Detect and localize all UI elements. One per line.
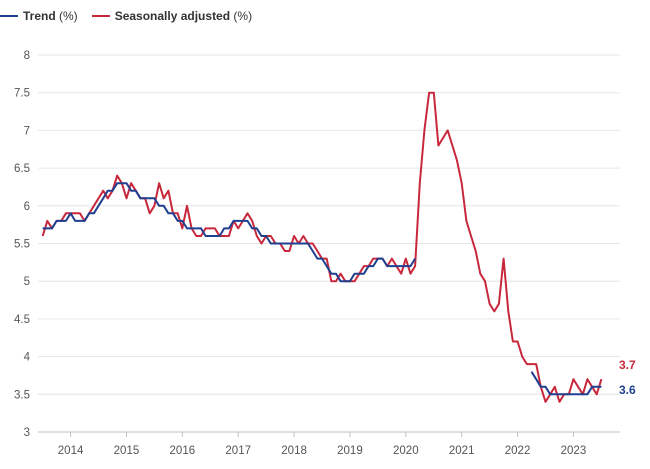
- legend-item-trend[interactable]: Trend (%): [0, 9, 78, 23]
- y-axis-tick-labels: 3 3.5 4 4.5 5 5.5 6 6.5 7 7.5 8: [14, 50, 31, 439]
- x-tick-label: 2017: [225, 445, 251, 457]
- series-line-seasonally-adjusted[interactable]: [41, 91, 603, 403]
- gridlines: [38, 54, 620, 437]
- end-value-labels: 3.6 3.7: [619, 358, 636, 397]
- x-tick-label: 2020: [393, 445, 419, 457]
- y-tick-label: 4.5: [14, 314, 30, 326]
- chart-legend: Trend (%) Seasonally adjusted (%): [0, 6, 266, 26]
- end-label-seasonally-adjusted: 3.7: [619, 358, 636, 372]
- y-tick-label: 3: [24, 427, 30, 439]
- y-tick-label: 3.5: [14, 389, 30, 401]
- end-label-trend: 3.6: [619, 383, 636, 397]
- legend-swatch-trend: [0, 15, 18, 17]
- x-tick-label: 2014: [58, 445, 84, 457]
- y-tick-label: 8: [24, 50, 30, 62]
- series-line-trend[interactable]: [530, 371, 602, 396]
- x-tick-label: 2016: [170, 445, 196, 457]
- series-line-trend[interactable]: [42, 182, 416, 283]
- series-lines: [41, 91, 603, 403]
- legend-label-seasonally-adjusted: Seasonally adjusted (%): [115, 9, 252, 23]
- legend-swatch-seasonally-adjusted: [91, 15, 110, 17]
- legend-item-seasonally-adjusted[interactable]: Seasonally adjusted (%): [91, 9, 252, 23]
- legend-unit-seasonally-adjusted: (%): [233, 9, 253, 23]
- x-tick-label: 2023: [561, 445, 587, 457]
- x-tick-label: 2018: [281, 445, 307, 457]
- x-axis-tick-labels: 2014 2015 2016 2017 2018 2019 2020 2021 2022 2023: [58, 445, 586, 457]
- y-tick-label: 7.5: [14, 88, 30, 100]
- y-tick-label: 5: [24, 276, 30, 288]
- x-tick-label: 2019: [337, 445, 363, 457]
- legend-unit-trend: (%): [59, 9, 78, 23]
- y-tick-label: 4: [24, 352, 31, 364]
- legend-label-trend: Trend (%): [23, 9, 78, 23]
- y-tick-label: 7: [24, 125, 30, 137]
- legend-name-seasonally-adjusted: Seasonally adjusted: [114, 9, 231, 23]
- y-tick-label: 5.5: [14, 239, 30, 251]
- y-tick-label: 6.5: [14, 163, 30, 175]
- x-tick-label: 2021: [449, 445, 475, 457]
- legend-name-trend: Trend: [23, 9, 56, 23]
- x-tick-label: 2015: [114, 445, 140, 457]
- y-tick-label: 6: [24, 201, 30, 213]
- x-tick-label: 2022: [505, 445, 531, 457]
